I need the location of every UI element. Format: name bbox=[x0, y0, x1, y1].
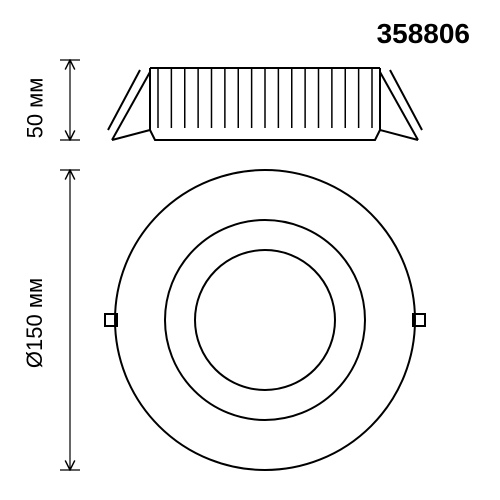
side-view bbox=[108, 68, 422, 140]
technical-drawing: 358806 50 мм Ø150 мм bbox=[0, 0, 500, 500]
dimension-lines bbox=[60, 60, 80, 470]
drawing-svg bbox=[0, 0, 500, 500]
front-view bbox=[105, 170, 425, 470]
